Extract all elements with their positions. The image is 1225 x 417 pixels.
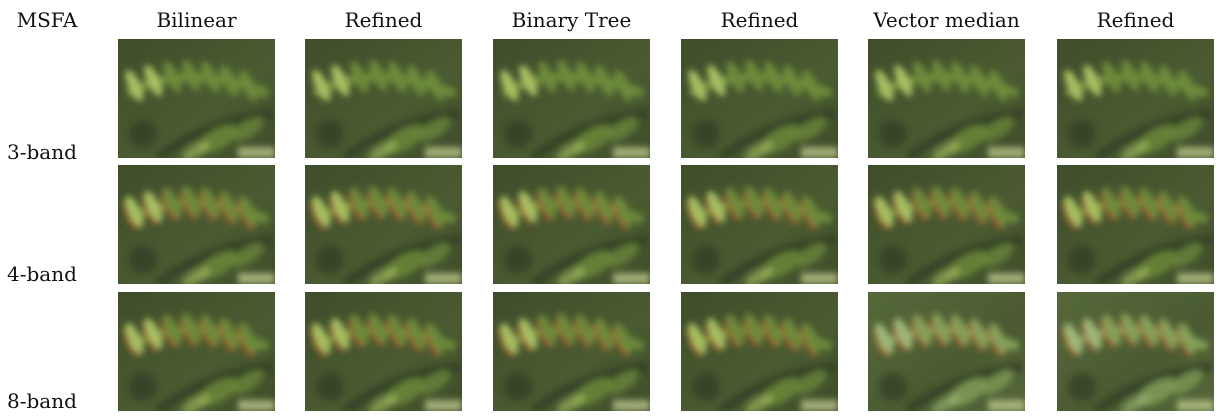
demosaic-result-image xyxy=(1057,165,1214,284)
row-label: 8-band xyxy=(7,389,77,413)
demosaic-result-image xyxy=(493,165,650,284)
demosaic-result-image xyxy=(1057,39,1214,158)
column-header: Refined xyxy=(720,8,799,32)
column-header: Refined xyxy=(344,8,423,32)
column-header: Bilinear xyxy=(156,8,237,32)
demosaic-result-image xyxy=(493,292,650,411)
row-label: 3-band xyxy=(7,140,77,164)
corner-label: MSFA xyxy=(16,8,78,32)
column-header: Vector median xyxy=(873,8,1020,32)
demosaic-result-image xyxy=(493,39,650,158)
demosaic-result-image xyxy=(118,39,275,158)
column-header: Refined xyxy=(1096,8,1175,32)
demosaic-result-image xyxy=(118,165,275,284)
demosaic-result-image xyxy=(868,292,1025,411)
demosaic-result-image xyxy=(681,165,838,284)
column-header: Binary Tree xyxy=(511,8,632,32)
demosaic-result-image xyxy=(868,39,1025,158)
demosaic-result-image xyxy=(681,292,838,411)
demosaic-result-image xyxy=(305,292,462,411)
demosaic-result-image xyxy=(868,165,1025,284)
demosaic-result-image xyxy=(118,292,275,411)
demosaic-result-image xyxy=(305,165,462,284)
demosaic-result-image xyxy=(681,39,838,158)
demosaic-result-image xyxy=(305,39,462,158)
demosaic-result-image xyxy=(1057,292,1214,411)
row-label: 4-band xyxy=(7,262,77,286)
